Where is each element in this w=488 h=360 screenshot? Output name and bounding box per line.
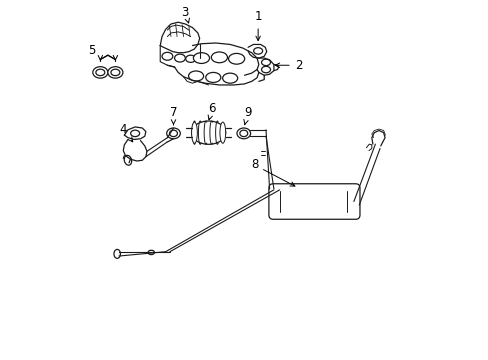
Ellipse shape bbox=[211, 52, 227, 63]
Text: 9: 9 bbox=[244, 106, 251, 125]
Ellipse shape bbox=[166, 128, 180, 139]
Text: 6: 6 bbox=[208, 103, 216, 120]
Ellipse shape bbox=[222, 73, 237, 83]
Text: 3: 3 bbox=[181, 6, 189, 23]
Text: 2: 2 bbox=[275, 59, 302, 72]
Ellipse shape bbox=[169, 130, 177, 136]
Ellipse shape bbox=[108, 67, 122, 78]
FancyBboxPatch shape bbox=[268, 184, 359, 219]
Ellipse shape bbox=[253, 48, 262, 54]
Ellipse shape bbox=[130, 130, 139, 136]
Ellipse shape bbox=[237, 128, 250, 139]
Ellipse shape bbox=[162, 52, 172, 60]
Ellipse shape bbox=[188, 71, 203, 81]
Ellipse shape bbox=[261, 66, 270, 73]
Ellipse shape bbox=[174, 54, 185, 62]
Text: 8: 8 bbox=[250, 158, 294, 186]
Ellipse shape bbox=[148, 250, 154, 255]
Text: 1: 1 bbox=[254, 10, 262, 41]
Ellipse shape bbox=[185, 55, 195, 62]
Text: 7: 7 bbox=[169, 106, 177, 125]
Ellipse shape bbox=[93, 67, 108, 78]
Ellipse shape bbox=[114, 249, 120, 258]
Ellipse shape bbox=[111, 69, 120, 76]
Ellipse shape bbox=[220, 122, 225, 143]
Ellipse shape bbox=[205, 72, 221, 82]
Text: 4: 4 bbox=[119, 123, 132, 142]
Ellipse shape bbox=[191, 121, 225, 144]
Ellipse shape bbox=[191, 122, 197, 143]
Text: 5: 5 bbox=[88, 44, 96, 57]
Ellipse shape bbox=[124, 155, 131, 165]
Ellipse shape bbox=[228, 53, 244, 64]
Ellipse shape bbox=[96, 69, 104, 76]
Ellipse shape bbox=[193, 53, 209, 63]
Ellipse shape bbox=[261, 59, 270, 66]
Ellipse shape bbox=[239, 130, 247, 136]
